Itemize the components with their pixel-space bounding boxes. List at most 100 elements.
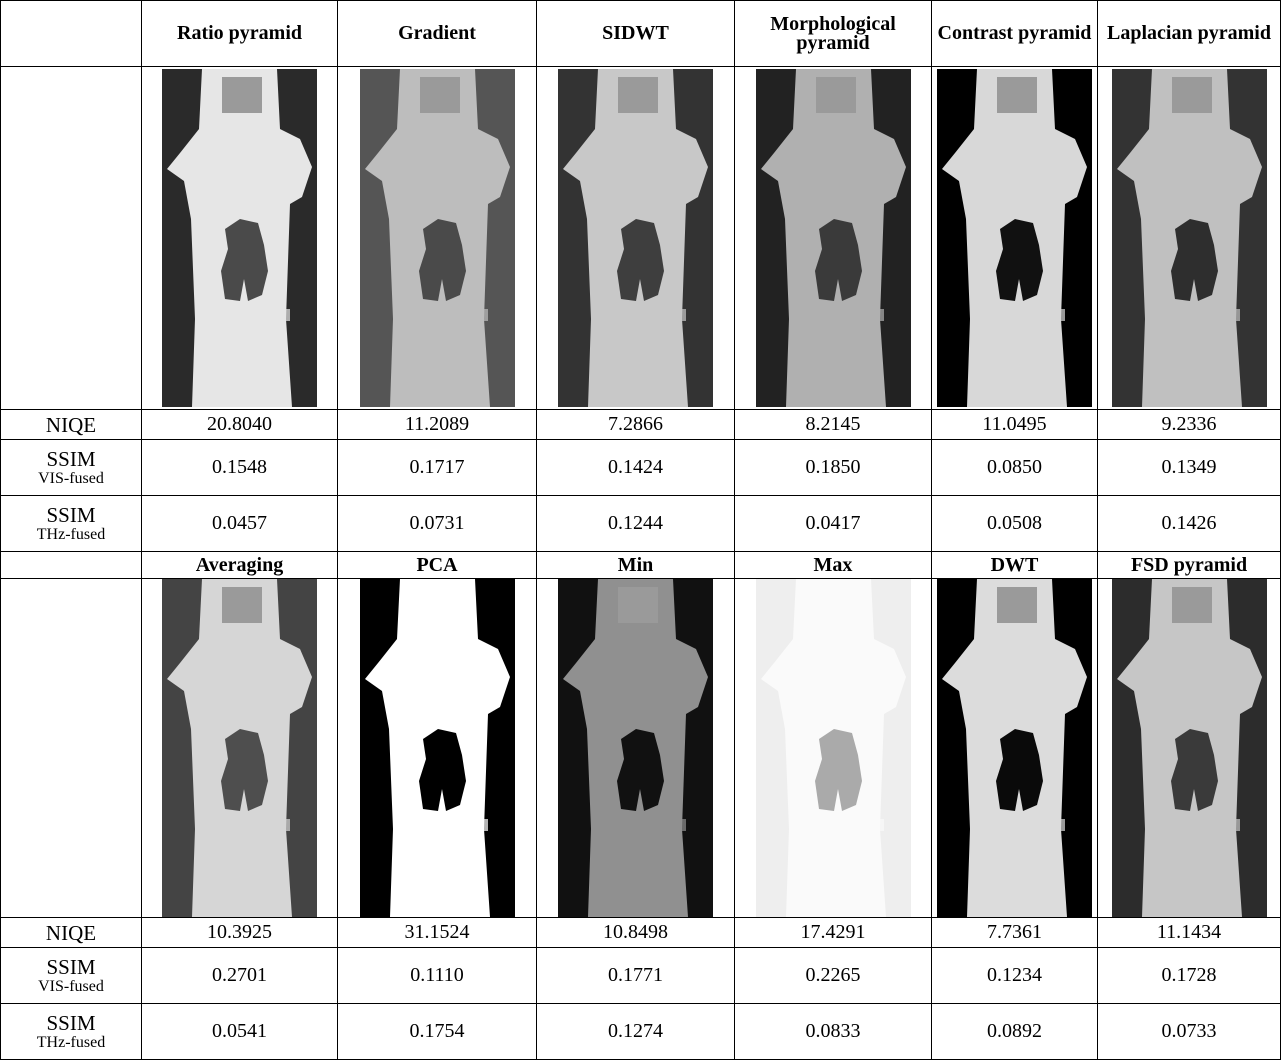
metric-value: 0.1717 [338,440,537,496]
metric-value: 11.0495 [932,410,1098,440]
method-header: Min [537,552,735,579]
image-cell [1098,67,1281,410]
corner-cell [1,552,142,579]
fused-image [756,69,911,407]
metric-value: 0.1548 [142,440,338,496]
metric-name: SSIM [46,447,95,471]
metric-value: 0.2265 [735,948,932,1004]
fused-image [1112,69,1267,407]
metric-value: 0.1234 [932,948,1098,1004]
metric-value: 31.1524 [338,918,537,948]
image-cell [932,67,1098,410]
method-header: SIDWT [537,1,735,67]
metric-value: 11.1434 [1098,918,1281,948]
metric-value: 0.0541 [142,1004,338,1060]
metric-value: 11.2089 [338,410,537,440]
fused-image [558,579,713,917]
metric-subscript: VIS-fused [1,978,141,995]
metric-name: SSIM [46,955,95,979]
fused-image [360,579,515,917]
metric-value: 10.3925 [142,918,338,948]
results-table: Ratio pyramidGradientSIDWTMorphological … [0,0,1281,1060]
empty-cell [1,579,142,918]
metric-value: 0.1274 [537,1004,735,1060]
metric-value: 7.7361 [932,918,1098,948]
method-header: FSD pyramid [1098,552,1281,579]
metric-value: 0.0833 [735,1004,932,1060]
method-header: Averaging [142,552,338,579]
method-header: Max [735,552,932,579]
metric-value: 0.1110 [338,948,537,1004]
metric-value: 0.0457 [142,496,338,552]
fused-image [162,69,317,407]
metric-value: 17.4291 [735,918,932,948]
metric-name: NIQE [46,921,96,945]
fused-image [360,69,515,407]
metric-value: 0.1424 [537,440,735,496]
metric-value: 0.1244 [537,496,735,552]
metric-value: 0.0417 [735,496,932,552]
page: {"table": {"blocks": [ {"methods": ["Rat… [0,0,1281,1057]
method-header: Morphological pyramid [735,1,932,67]
image-cell [537,579,735,918]
metric-label: NIQE [1,918,142,948]
metric-value: 0.0731 [338,496,537,552]
metric-value: 0.0850 [932,440,1098,496]
metric-name: SSIM [46,503,95,527]
fused-image [937,69,1092,407]
image-row [1,67,1281,410]
metric-value: 0.1349 [1098,440,1281,496]
metric-subscript: VIS-fused [1,470,141,487]
method-header: DWT [932,552,1098,579]
metric-value: 0.0508 [932,496,1098,552]
metric-value: 7.2866 [537,410,735,440]
metric-name: SSIM [46,1011,95,1035]
method-header: Laplacian pyramid [1098,1,1281,67]
metric-value: 0.0733 [1098,1004,1281,1060]
metric-value: 0.1754 [338,1004,537,1060]
image-cell [932,579,1098,918]
metric-value: 9.2336 [1098,410,1281,440]
corner-cell [1,1,142,67]
metric-value: 0.1771 [537,948,735,1004]
metric-subscript: THz-fused [1,526,141,543]
method-header: Ratio pyramid [142,1,338,67]
image-cell [142,579,338,918]
metric-value: 20.8040 [142,410,338,440]
metric-value: 0.2701 [142,948,338,1004]
metric-name: NIQE [46,413,96,437]
metric-value: 0.1728 [1098,948,1281,1004]
metric-value: 8.2145 [735,410,932,440]
image-cell [537,67,735,410]
method-header: Gradient [338,1,537,67]
metric-value: 0.1426 [1098,496,1281,552]
method-header: PCA [338,552,537,579]
empty-cell [1,67,142,410]
image-cell [338,579,537,918]
metric-value: 0.0892 [932,1004,1098,1060]
metric-value: 10.8498 [537,918,735,948]
fused-image [1112,579,1267,917]
fused-image [162,579,317,917]
image-cell [735,67,932,410]
metric-label: NIQE [1,410,142,440]
metric-subscript: THz-fused [1,1034,141,1051]
fused-image [756,579,911,917]
image-cell [735,579,932,918]
image-cell [142,67,338,410]
fused-image [937,579,1092,917]
image-cell [338,67,537,410]
image-cell [1098,579,1281,918]
